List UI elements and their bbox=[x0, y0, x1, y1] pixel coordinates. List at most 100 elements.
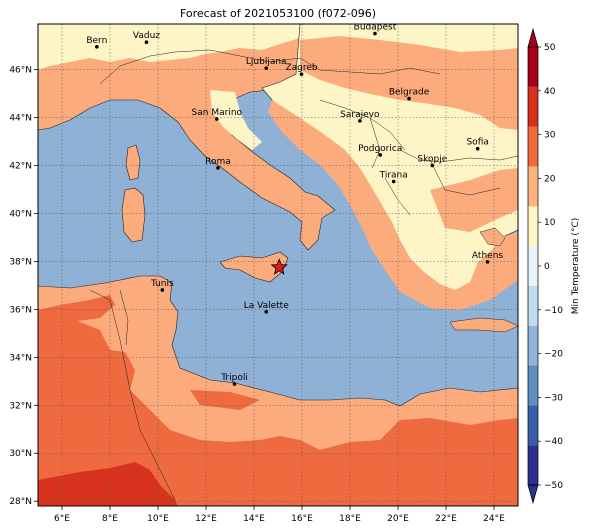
city-dot bbox=[264, 309, 269, 314]
country-borders bbox=[89, 49, 518, 501]
y-tick-label: 32°N bbox=[9, 401, 32, 411]
x-tick-label: 6°E bbox=[54, 514, 70, 524]
colorbar-segment bbox=[528, 86, 538, 127]
colorbar-tick-label: 40 bbox=[544, 87, 556, 97]
y-tick-label: 38°N bbox=[9, 257, 32, 267]
colorbar-tick-label: −40 bbox=[544, 437, 563, 447]
x-tick-label: 10°E bbox=[147, 514, 169, 524]
colorbar-segment bbox=[528, 405, 538, 446]
sardinia bbox=[121, 187, 146, 243]
colorbar-tick-label: 50 bbox=[544, 43, 556, 53]
star-marker bbox=[270, 258, 288, 275]
y-tick-label: 36°N bbox=[9, 305, 32, 315]
corsica bbox=[125, 144, 141, 181]
colorbar-tick-label: 10 bbox=[544, 218, 556, 228]
x-tick-label: 12°E bbox=[195, 514, 217, 524]
x-tick-label: 16°E bbox=[291, 514, 313, 524]
city-label: Budapest bbox=[354, 23, 397, 33]
city-dot bbox=[215, 117, 219, 121]
africa-hottest-band bbox=[38, 462, 178, 506]
colorbar-label: Min Temperature (°C) bbox=[571, 218, 581, 315]
x-tick-label: 22°E bbox=[435, 514, 457, 524]
x-tick-label: 24°E bbox=[483, 514, 505, 524]
city-label: Sofia bbox=[466, 138, 488, 148]
city-label: Vaduz bbox=[133, 31, 160, 41]
map-title: Forecast of 2021053100 (f072-096) bbox=[180, 7, 376, 20]
city-label: Ljubljana bbox=[246, 57, 287, 67]
city-dot bbox=[475, 146, 480, 151]
city-dot bbox=[430, 163, 435, 168]
colorbar-segment bbox=[528, 445, 538, 485]
x-tick-label: 18°E bbox=[339, 514, 361, 524]
city-label: Tirana bbox=[379, 171, 408, 181]
colorbar-extend-max bbox=[527, 27, 539, 48]
colorbar-segment bbox=[528, 166, 538, 207]
apennine-cool bbox=[210, 90, 262, 150]
x-tick-label: 8°E bbox=[102, 514, 118, 524]
city-dot bbox=[299, 72, 304, 76]
city-dot bbox=[358, 119, 362, 123]
city-dot bbox=[391, 179, 396, 184]
city-dot bbox=[373, 31, 377, 36]
x-tick-label: 14°E bbox=[243, 514, 265, 524]
gridlines bbox=[38, 24, 518, 506]
y-tick-label: 46°N bbox=[9, 66, 32, 76]
colorbar-segment bbox=[528, 126, 538, 167]
colorbar: 50 40 30 20 10 0 −10 −20 −30 −40 −50 bbox=[527, 27, 563, 505]
x-tick-label: 20°E bbox=[387, 514, 409, 524]
colorbar-segment bbox=[528, 325, 538, 366]
colorbar-tick-label: 0 bbox=[544, 262, 550, 272]
pannonia-warm bbox=[300, 36, 518, 130]
colorbar-segment bbox=[528, 246, 538, 286]
city-dot bbox=[378, 153, 383, 157]
colorbar-tick-label: −10 bbox=[544, 306, 563, 316]
marker-layer bbox=[270, 258, 288, 275]
colorbar-segment bbox=[528, 365, 538, 406]
city-dot bbox=[264, 66, 269, 70]
colorbar-segment bbox=[528, 47, 538, 87]
y-axis: 46°N 44°N 42°N 40°N 38°N 36°N 34°N 32°N 30°N 28°N bbox=[9, 66, 38, 507]
city-dot bbox=[407, 96, 411, 101]
city-label: San Marino bbox=[192, 108, 243, 118]
x-axis: 6°E 8°E 10°E 12°E 14°E 16°E 18°E 20°E 22°E 24°E bbox=[54, 506, 505, 524]
city-label: Sarajevo bbox=[340, 110, 380, 120]
greece-warm bbox=[430, 168, 518, 232]
city-dot bbox=[232, 382, 237, 386]
libya-coast-patch bbox=[190, 390, 260, 410]
city-label: Roma bbox=[205, 157, 231, 167]
colorbar-tick-label: 20 bbox=[544, 174, 556, 184]
city-dot bbox=[160, 288, 165, 292]
y-tick-label: 44°N bbox=[9, 114, 32, 124]
y-tick-label: 30°N bbox=[9, 449, 32, 459]
city-dot bbox=[216, 166, 220, 170]
city-label: Skopje bbox=[417, 154, 447, 164]
crete bbox=[449, 317, 518, 333]
alps-cool bbox=[38, 24, 300, 70]
colorbar-tick-label: 30 bbox=[544, 131, 556, 141]
city-dot bbox=[95, 44, 99, 49]
city-label: Bern bbox=[86, 36, 107, 46]
city-label: La Valette bbox=[244, 301, 289, 311]
city-label: Tunis bbox=[150, 279, 174, 289]
city-label: Podgorica bbox=[358, 144, 402, 154]
y-tick-label: 28°N bbox=[9, 497, 32, 507]
city-label: Tripoli bbox=[220, 373, 248, 383]
dalmatia-warm bbox=[268, 100, 518, 310]
city-dot bbox=[144, 40, 149, 45]
y-tick-label: 42°N bbox=[9, 161, 32, 171]
colorbar-tick-label: −50 bbox=[544, 481, 563, 491]
colorbar-segment bbox=[528, 285, 538, 326]
colorbar-tick-label: −20 bbox=[544, 350, 563, 360]
tunisia-cool-patch bbox=[38, 295, 115, 326]
city-dot bbox=[485, 260, 490, 264]
colorbar-segment bbox=[528, 206, 538, 247]
city-label: Athens bbox=[472, 251, 503, 261]
colorbar-tick-label: −30 bbox=[544, 393, 563, 403]
y-tick-label: 34°N bbox=[9, 353, 32, 363]
colorbar-extend-min bbox=[527, 484, 539, 505]
euboea bbox=[479, 227, 506, 247]
city-label: Zagreb bbox=[285, 63, 317, 73]
